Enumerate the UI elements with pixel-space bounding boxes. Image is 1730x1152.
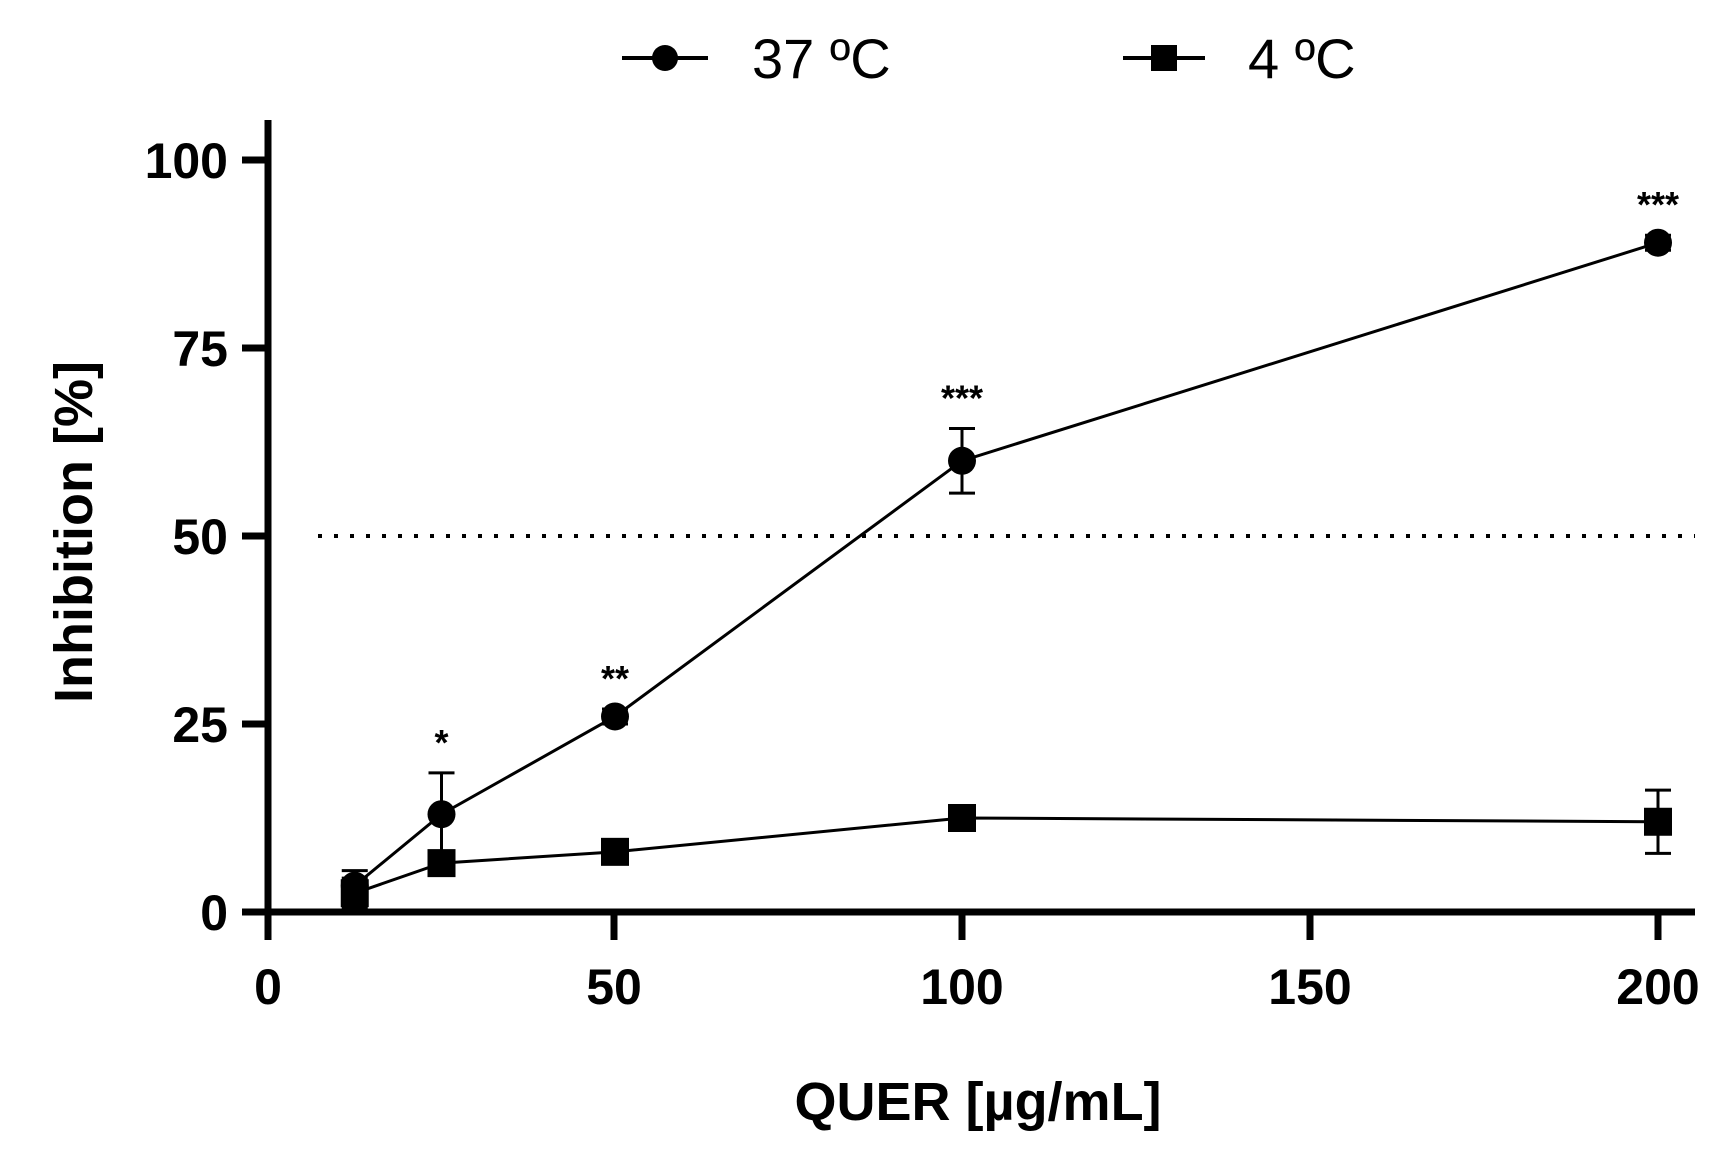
y-axis-title: Inhibition [%] (44, 361, 104, 703)
significance-label: ** (601, 658, 629, 699)
data-point-37c (601, 702, 629, 731)
series-line-4c (354, 816, 1659, 895)
significance-label: *** (1637, 184, 1679, 225)
data-point-37c (427, 800, 456, 829)
legend-entry-37c: 37 ºC (622, 27, 891, 90)
y-tick-label: 100 (145, 133, 228, 189)
x-tick-label: 100 (920, 959, 1003, 1015)
legend: 37 ºC 4 ºC (622, 27, 1356, 90)
x-tick-label: 0 (254, 959, 282, 1015)
data-point-4c (1644, 807, 1672, 836)
y-tick-label: 75 (172, 321, 228, 377)
legend-label-37c: 37 ºC (752, 27, 891, 90)
data-point-4c (427, 849, 456, 878)
y-tick-label: 50 (172, 509, 228, 565)
legend-label-4c: 4 ºC (1248, 27, 1356, 90)
data-point-4c (340, 879, 369, 908)
data-point-4c (948, 804, 976, 832)
legend-entry-4c: 4 ºC (1123, 27, 1356, 90)
legend-marker-circle (652, 45, 678, 71)
x-tick-label: 50 (586, 959, 642, 1015)
significance-label: *** (941, 377, 983, 418)
x-tick-label: 150 (1268, 959, 1351, 1015)
y-tick-label: 0 (200, 885, 228, 941)
series-line-37c (353, 241, 1659, 887)
significance-label: * (434, 722, 448, 763)
data-point-37c (948, 446, 976, 475)
x-axis-title: QUER [µg/mL] (794, 1072, 1161, 1132)
data-point-37c (1644, 228, 1672, 257)
y-tick-label: 25 (172, 697, 228, 753)
data-point-4c (601, 837, 629, 866)
x-tick-label: 200 (1616, 959, 1699, 1015)
legend-marker-square (1151, 45, 1177, 71)
